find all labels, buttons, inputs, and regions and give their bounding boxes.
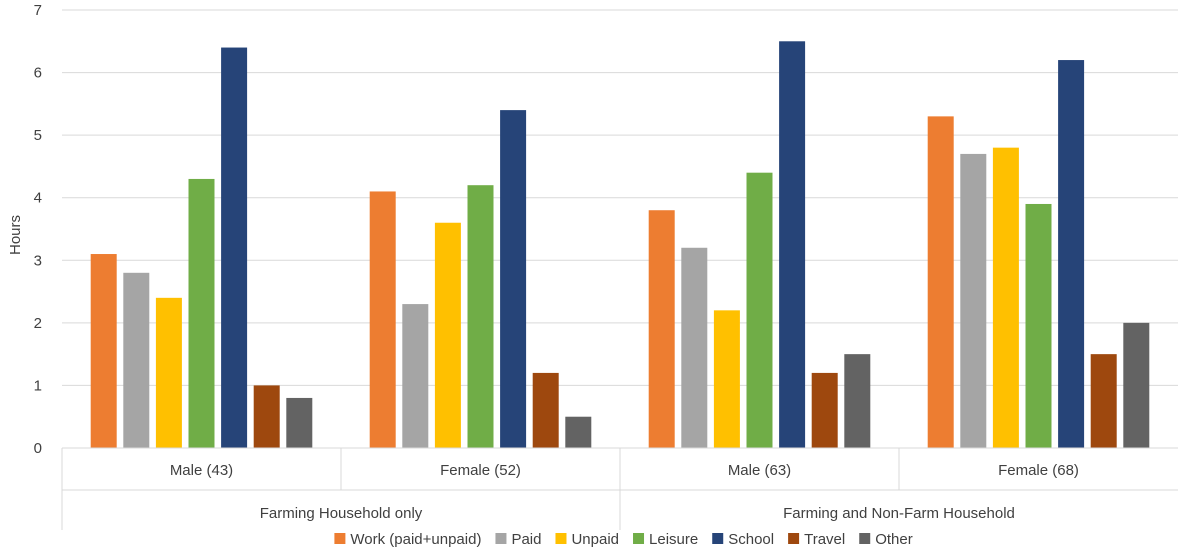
legend-swatch — [712, 533, 724, 544]
legend-label: Unpaid — [571, 531, 619, 548]
bar-other-4 — [1123, 322, 1150, 448]
y-tick-label: 7 — [34, 2, 42, 19]
legend-swatch — [788, 533, 800, 544]
bar-paid-1 — [123, 272, 150, 448]
bars — [90, 41, 1150, 449]
y-tick-label: 4 — [34, 190, 42, 207]
bar-travel-3 — [811, 372, 838, 448]
bar-leisure-4 — [1025, 203, 1052, 448]
bar-unpaid-2 — [434, 222, 461, 448]
bar-paid-2 — [402, 304, 429, 448]
y-tick-label: 6 — [34, 65, 42, 82]
gridlines — [62, 9, 1178, 386]
legend-label: School — [728, 531, 774, 548]
bar-unpaid-4 — [992, 147, 1019, 448]
bar-work-paid-unpaid-1 — [90, 254, 117, 448]
y-tick-label: 2 — [34, 315, 42, 332]
bar-work-paid-unpaid-2 — [369, 191, 396, 448]
legend-label: Travel — [804, 531, 845, 548]
bar-leisure-3 — [746, 172, 773, 448]
legend-swatch — [495, 533, 507, 544]
legend-label: Leisure — [649, 531, 698, 548]
x-category-label: Female (52) — [440, 462, 521, 479]
bar-school-4 — [1058, 60, 1085, 449]
x-category-label: Male (63) — [728, 462, 791, 479]
bar-travel-2 — [532, 372, 559, 448]
bar-school-1 — [221, 47, 248, 449]
x-group-label: Farming Household only — [260, 505, 423, 522]
bar-paid-4 — [960, 153, 987, 448]
bar-leisure-1 — [188, 178, 215, 448]
x-group-label: Farming and Non-Farm Household — [783, 505, 1015, 522]
y-axis-title: Hours — [7, 215, 24, 255]
legend-label: Work (paid+unpaid) — [350, 531, 481, 548]
y-tick-label: 5 — [34, 127, 42, 144]
bar-school-2 — [500, 110, 527, 448]
y-axis-ticks: 0 1 2 3 4 5 6 7 — [34, 2, 42, 457]
bar-paid-3 — [681, 247, 708, 448]
bar-other-3 — [844, 354, 871, 448]
x-category-label: Female (68) — [998, 462, 1079, 479]
legend: Work (paid+unpaid) Paid Unpaid Leisure Schoo… — [334, 531, 913, 548]
bar-other-2 — [565, 416, 592, 448]
bar-unpaid-1 — [155, 297, 182, 448]
bar-leisure-2 — [467, 185, 494, 448]
legend-swatch — [334, 533, 346, 544]
x-category-label: Male (43) — [170, 462, 233, 479]
y-tick-label: 0 — [34, 440, 42, 457]
legend-label: Paid — [511, 531, 541, 548]
bar-work-paid-unpaid-3 — [648, 210, 675, 448]
bar-travel-1 — [253, 385, 280, 448]
bar-school-3 — [779, 41, 806, 449]
bar-work-paid-unpaid-4 — [927, 116, 954, 448]
y-tick-label: 1 — [34, 377, 42, 394]
bar-other-1 — [286, 397, 313, 448]
bar-travel-4 — [1090, 354, 1117, 448]
bar-unpaid-3 — [713, 310, 740, 448]
legend-swatch — [859, 533, 871, 544]
y-tick-label: 3 — [34, 252, 42, 269]
legend-swatch — [555, 533, 567, 544]
x-axis: Male (43) Female (52) Male (63) Female (68)… — [61, 447, 1178, 530]
legend-label: Other — [875, 531, 913, 548]
legend-swatch — [633, 533, 645, 544]
